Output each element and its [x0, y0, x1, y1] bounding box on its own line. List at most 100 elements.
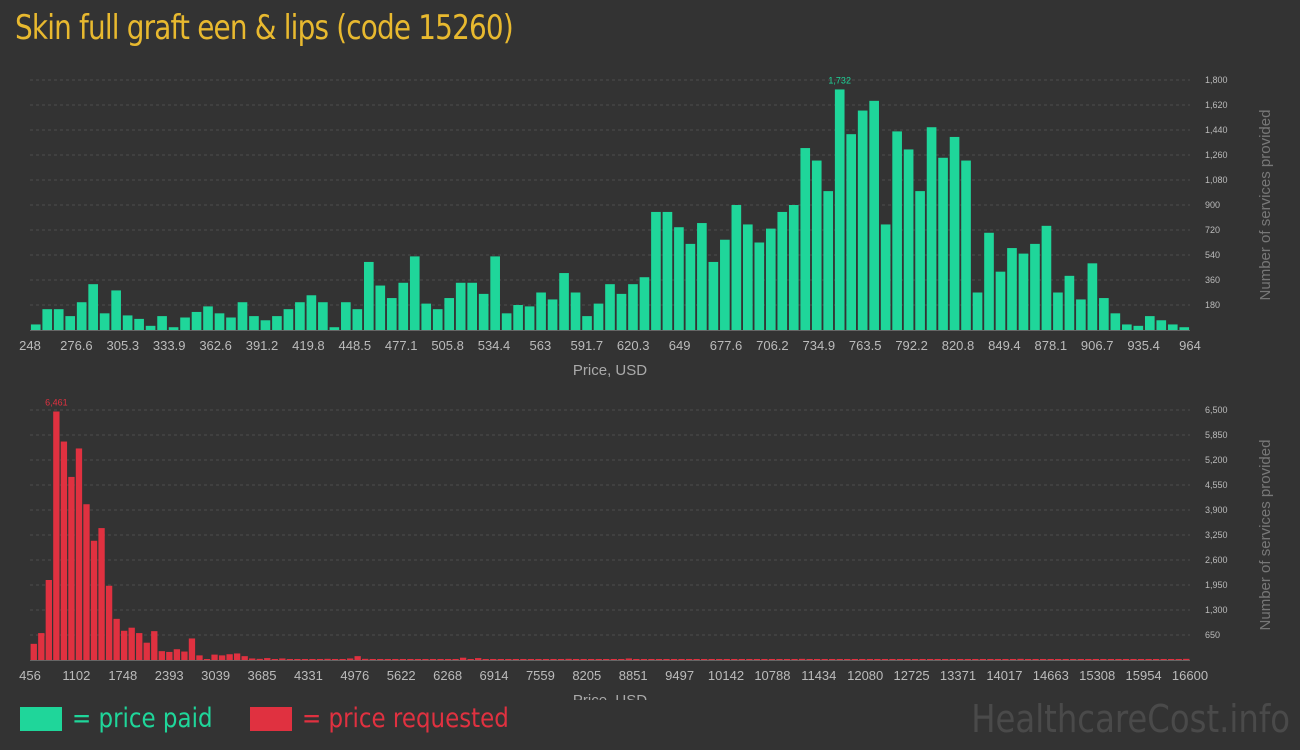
- requested-bar: [836, 659, 843, 660]
- requested-bar: [572, 659, 580, 660]
- paid-y-tick-label: 1,800: [1205, 75, 1228, 85]
- paid-peak-label: 1,732: [828, 75, 851, 85]
- requested-bar: [1039, 659, 1047, 660]
- paid-x-tick-label: 248: [19, 338, 41, 353]
- requested-x-tick-label: 8205: [572, 668, 601, 683]
- requested-bar: [422, 659, 429, 660]
- requested-bar: [1168, 659, 1175, 660]
- requested-bar: [1175, 659, 1182, 660]
- paid-bar: [1156, 320, 1167, 330]
- requested-bar: [505, 659, 512, 660]
- requested-bar: [459, 657, 467, 660]
- requested-bar: [98, 528, 105, 660]
- requested-bar: [120, 630, 128, 660]
- requested-bar: [392, 659, 399, 660]
- requested-x-axis-label: Price, USD: [573, 692, 647, 700]
- requested-bar: [580, 659, 587, 660]
- paid-bar: [386, 298, 397, 330]
- paid-bar: [926, 127, 937, 330]
- paid-bar: [329, 327, 340, 330]
- requested-bar: [829, 659, 836, 660]
- paid-x-tick-label: 763.5: [849, 338, 882, 353]
- paid-bar: [444, 298, 455, 330]
- paid-bar: [467, 282, 478, 330]
- paid-x-tick-label: 649: [669, 338, 691, 353]
- requested-bar: [663, 659, 670, 660]
- paid-bar: [363, 261, 374, 330]
- requested-bar: [768, 659, 776, 660]
- paid-bar: [203, 306, 213, 330]
- paid-bar: [42, 309, 53, 330]
- paid-bar: [375, 285, 386, 330]
- requested-bar: [384, 659, 391, 660]
- paid-bar: [237, 302, 248, 330]
- paid-x-axis-label: Price, USD: [573, 362, 647, 379]
- paid-bar: [1007, 248, 1017, 330]
- paid-bar: [697, 223, 707, 330]
- paid-x-tick-label: 362.6: [199, 338, 232, 353]
- requested-bar: [1100, 659, 1107, 660]
- requested-bar: [339, 659, 346, 660]
- paid-bar: [731, 205, 742, 330]
- paid-bar: [880, 224, 891, 330]
- requested-bar: [452, 659, 459, 660]
- paid-bar: [972, 292, 983, 330]
- paid-bar: [869, 100, 879, 330]
- requested-bar: [331, 659, 339, 660]
- paid-y-tick-label: 1,620: [1205, 100, 1228, 110]
- paid-y-tick-label: 360: [1205, 275, 1220, 285]
- requested-bar: [1122, 659, 1130, 660]
- requested-bar: [798, 658, 806, 660]
- requested-bar: [136, 633, 143, 660]
- requested-x-tick-label: 3685: [248, 668, 277, 683]
- requested-bar: [889, 659, 896, 660]
- paid-bar: [582, 316, 592, 330]
- requested-bar: [1183, 658, 1190, 660]
- page-title: Skin full graft een & lips (code 15260): [15, 8, 514, 48]
- paid-bar: [1041, 225, 1052, 330]
- requested-bar: [346, 658, 354, 660]
- requested-bar: [972, 659, 979, 660]
- requested-bar: [512, 659, 520, 660]
- requested-bar: [151, 631, 158, 660]
- paid-bar: [409, 256, 420, 330]
- paid-bar: [1144, 316, 1155, 330]
- requested-bar: [444, 659, 452, 660]
- requested-y-tick-label: 4,550: [1205, 480, 1228, 490]
- paid-bar: [788, 205, 799, 330]
- paid-bar: [1167, 324, 1178, 330]
- requested-bar: [60, 441, 68, 660]
- requested-bar: [241, 656, 248, 660]
- paid-bar: [961, 160, 971, 330]
- requested-bar: [911, 659, 919, 660]
- requested-bar: [286, 659, 294, 660]
- requested-bar: [542, 659, 550, 660]
- requested-bar: [1152, 659, 1160, 660]
- paid-bar: [53, 309, 64, 330]
- paid-bar: [903, 149, 914, 330]
- requested-bar: [670, 659, 678, 660]
- paid-x-tick-label: 505.8: [431, 338, 464, 353]
- price-requested-chart: 650 1,300 1,950 2,600 3,250 3,900 4,550 5,200 5,…: [19, 398, 1274, 701]
- requested-bar: [588, 659, 595, 660]
- paid-bar: [559, 273, 569, 330]
- requested-bar: [475, 658, 482, 660]
- requested-bar: [1085, 659, 1092, 660]
- requested-bar: [625, 658, 632, 660]
- paid-bar: [455, 282, 466, 330]
- requested-bar: [520, 659, 527, 660]
- requested-bar: [68, 476, 75, 660]
- requested-bar: [753, 659, 761, 660]
- requested-bar: [226, 654, 233, 660]
- requested-y-tick-label: 6,500: [1205, 405, 1228, 415]
- requested-bar: [90, 540, 98, 660]
- requested-bar: [1070, 659, 1077, 660]
- paid-y-tick-label: 900: [1205, 200, 1220, 210]
- legend-paid: = price paid: [20, 703, 237, 734]
- requested-bar: [821, 659, 828, 660]
- requested-bar: [776, 659, 783, 660]
- requested-bar: [1009, 659, 1017, 660]
- requested-bar: [377, 659, 384, 660]
- paid-bar: [570, 292, 581, 330]
- paid-bar: [501, 313, 512, 330]
